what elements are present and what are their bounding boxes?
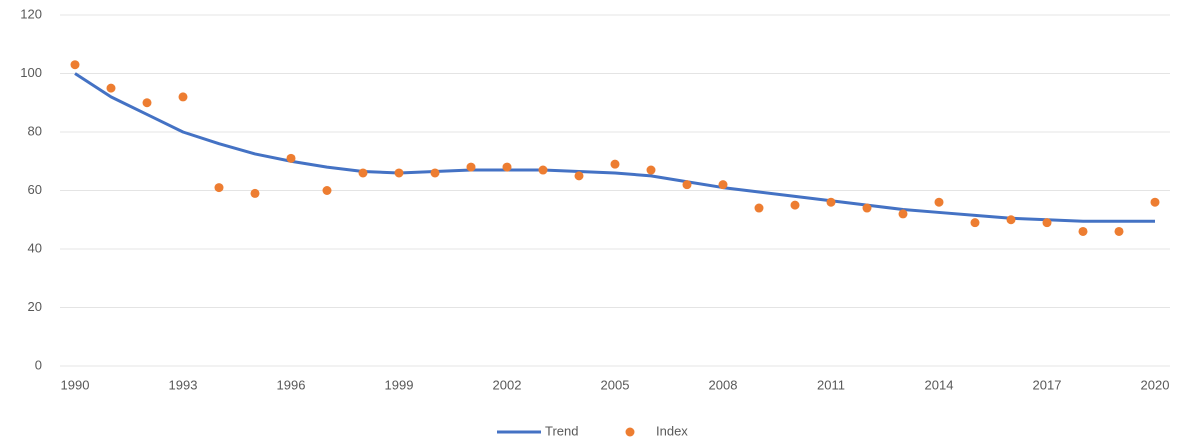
- index-point: [394, 168, 404, 178]
- y-tick-label: 100: [20, 65, 42, 80]
- index-point: [502, 162, 512, 172]
- index-point: [538, 165, 548, 175]
- index-point: [430, 168, 440, 178]
- index-point: [934, 197, 944, 207]
- index-point: [466, 162, 476, 172]
- index-point: [178, 92, 188, 102]
- x-tick-label: 1990: [61, 377, 90, 392]
- index-point: [646, 165, 656, 175]
- index-point: [106, 83, 116, 93]
- index-point: [754, 203, 764, 213]
- x-tick-label: 1999: [385, 377, 414, 392]
- index-point: [322, 186, 332, 195]
- x-tick-label: 2011: [817, 377, 845, 392]
- index-point: [1114, 226, 1124, 236]
- y-tick-label: 80: [28, 123, 42, 138]
- x-tick-label: 2005: [601, 377, 630, 392]
- index-point: [574, 171, 584, 181]
- y-tick-label: 120: [20, 6, 42, 21]
- y-tick-label: 60: [28, 182, 42, 197]
- legend-label: Trend: [545, 423, 578, 438]
- index-point: [1042, 218, 1052, 228]
- index-point: [682, 180, 692, 190]
- x-tick-label: 1996: [277, 377, 306, 392]
- index-point: [718, 180, 728, 190]
- index-point: [1078, 226, 1088, 236]
- x-tick-label: 2017: [1033, 377, 1062, 392]
- index-point: [862, 203, 872, 213]
- y-tick-label: 40: [28, 240, 42, 255]
- y-tick-label: 20: [28, 299, 42, 314]
- x-tick-label: 2002: [493, 377, 522, 392]
- index-point: [826, 197, 836, 207]
- legend-swatch: [625, 427, 635, 437]
- x-tick-label: 2020: [1141, 377, 1170, 392]
- legend-label: Index: [656, 423, 688, 438]
- index-point: [250, 188, 260, 198]
- index-point: [142, 98, 152, 108]
- trend-line: [74, 72, 1155, 223]
- index-point: [286, 153, 296, 163]
- index-point: [610, 159, 620, 169]
- index-point: [970, 218, 980, 228]
- index-point: [790, 200, 800, 210]
- index-point: [70, 60, 80, 70]
- index-point: [214, 183, 224, 193]
- index-point: [1006, 215, 1016, 225]
- x-tick-label: 2008: [709, 377, 738, 392]
- y-tick-label: 0: [35, 357, 42, 372]
- index-point: [358, 168, 368, 178]
- x-tick-label: 2014: [925, 377, 954, 392]
- index-point: [898, 209, 908, 219]
- index-point: [1150, 197, 1160, 207]
- x-tick-label: 1993: [169, 377, 198, 392]
